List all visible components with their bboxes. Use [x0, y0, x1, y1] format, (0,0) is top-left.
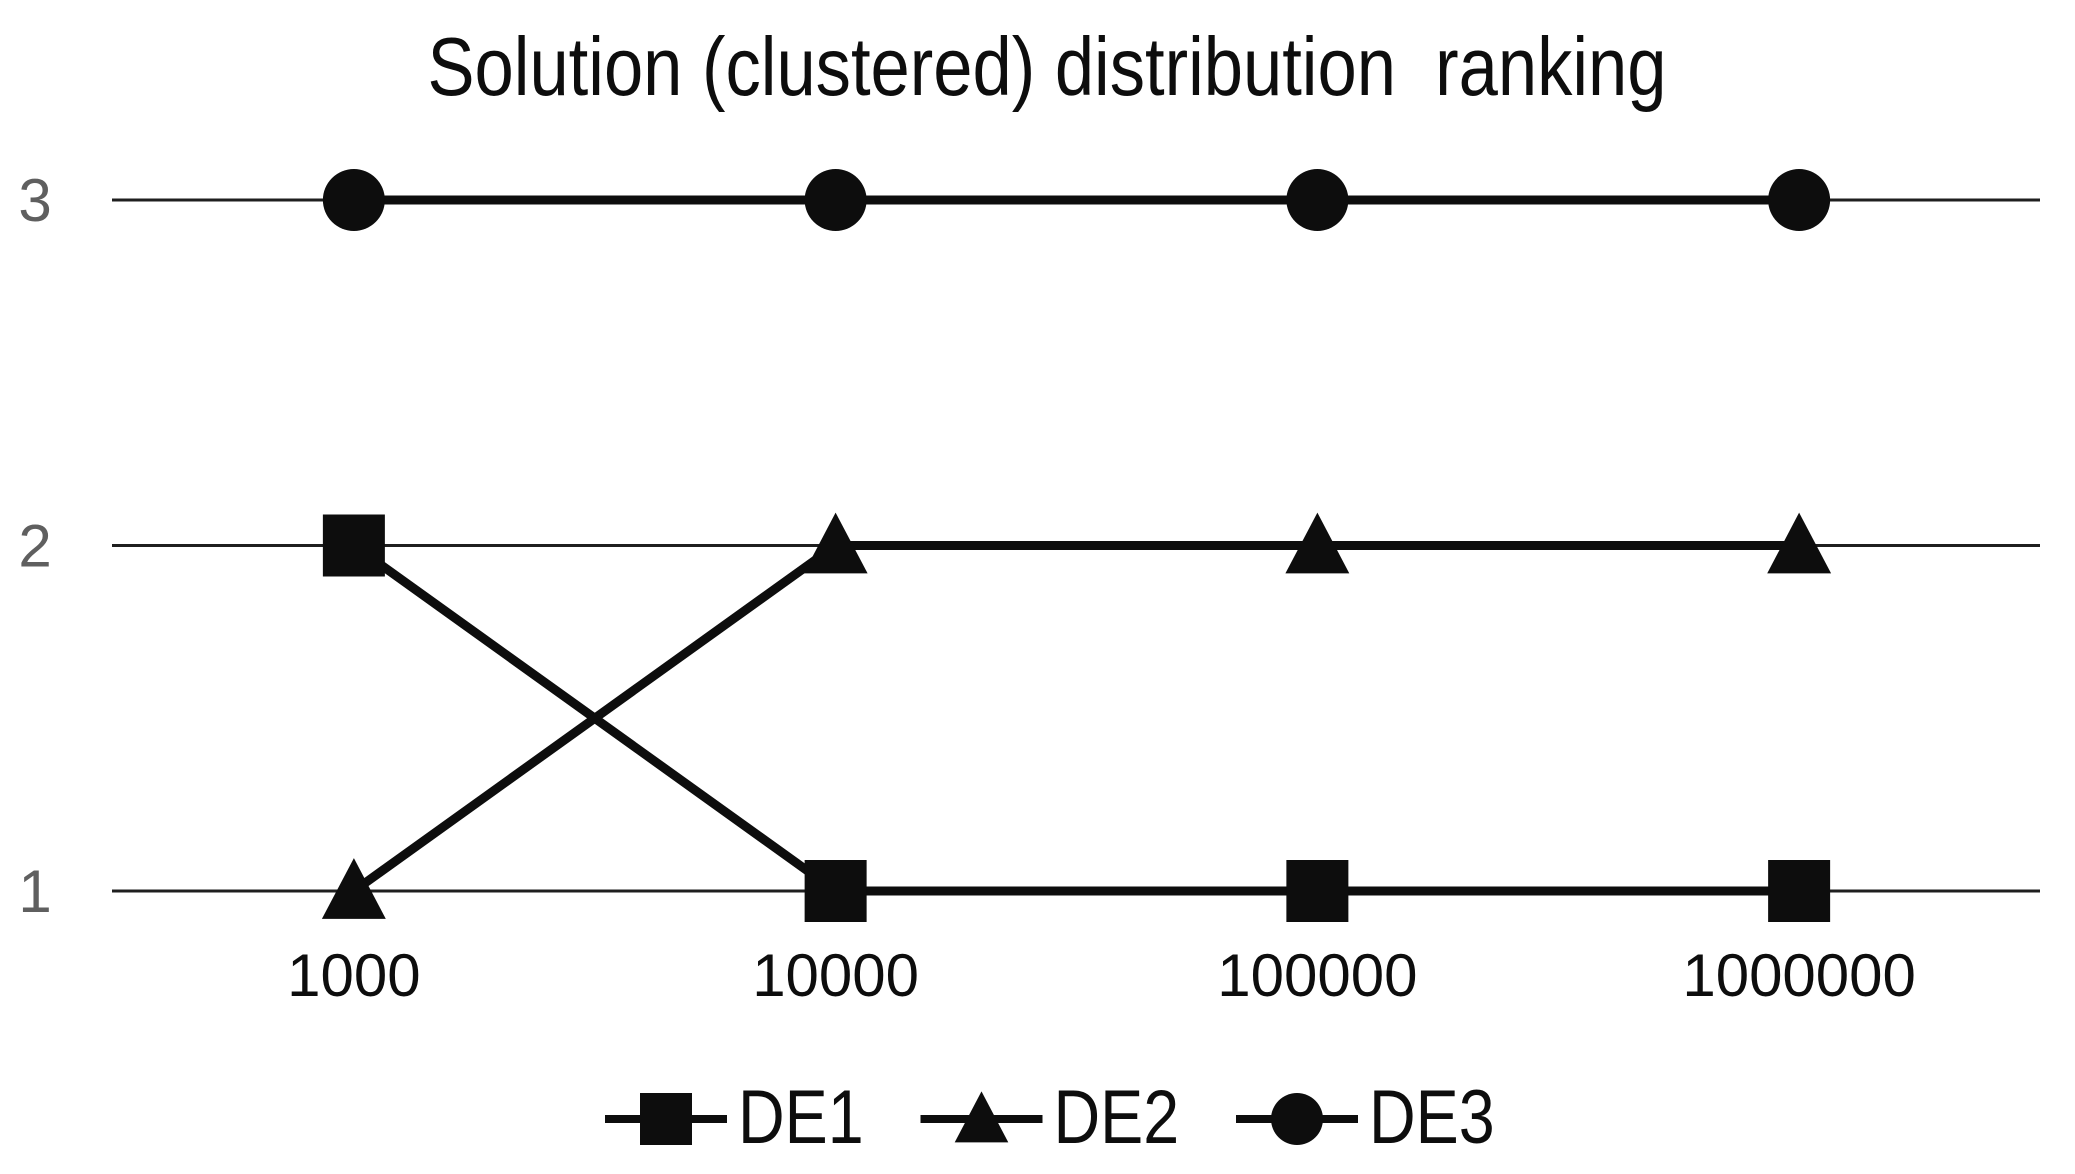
marker-DE1-100000 — [1286, 860, 1349, 922]
legend-label-DE1: DE1 — [738, 1074, 864, 1159]
x-tick-label-1000000: 1000000 — [1682, 942, 1916, 1009]
legend: DE1 DE2 DE3 — [605, 1074, 1495, 1159]
legend-square-icon — [640, 1093, 692, 1145]
marker-DE3-1000000 — [1768, 169, 1831, 231]
legend-item-DE2: DE2 — [920, 1074, 1180, 1159]
y-tick-label-3: 3 — [18, 167, 51, 234]
legend-label-DE3: DE3 — [1369, 1074, 1495, 1159]
marker-DE3-10000 — [804, 169, 867, 231]
y-tick-label-1: 1 — [18, 858, 51, 925]
x-tick-label-100000: 100000 — [1217, 942, 1417, 1009]
legend-item-DE3: DE3 — [1236, 1074, 1495, 1159]
x-tick-label-10000: 10000 — [752, 942, 919, 1009]
y-tick-label-2: 2 — [18, 513, 51, 580]
legend-label-DE2: DE2 — [1054, 1074, 1180, 1159]
marker-DE1-10000 — [804, 860, 867, 922]
marker-DE2-1000 — [321, 858, 386, 919]
marker-DE3-1000 — [322, 169, 385, 231]
marker-DE2-100000 — [1285, 512, 1350, 574]
series-markers — [321, 169, 1832, 922]
y-axis-labels: 1 2 3 — [18, 167, 51, 925]
chart-title: Solution (clustered) distribution rankin… — [427, 21, 1666, 114]
marker-DE2-10000 — [803, 512, 868, 574]
series-line-DE1 — [351, 541, 1800, 896]
marker-DE1-1000 — [322, 514, 385, 577]
x-tick-label-1000: 1000 — [287, 942, 420, 1009]
series-line-DE2 — [351, 541, 1800, 895]
x-axis-labels: 1000 10000 100000 1000000 — [287, 942, 1916, 1009]
legend-circle-icon — [1271, 1093, 1323, 1145]
legend-triangle-icon — [954, 1091, 1009, 1143]
marker-DE2-1000000 — [1767, 512, 1832, 574]
marker-DE1-1000000 — [1768, 860, 1831, 922]
marker-DE3-100000 — [1286, 169, 1349, 231]
series-lines — [351, 195, 1800, 896]
legend-item-DE1: DE1 — [605, 1074, 864, 1159]
